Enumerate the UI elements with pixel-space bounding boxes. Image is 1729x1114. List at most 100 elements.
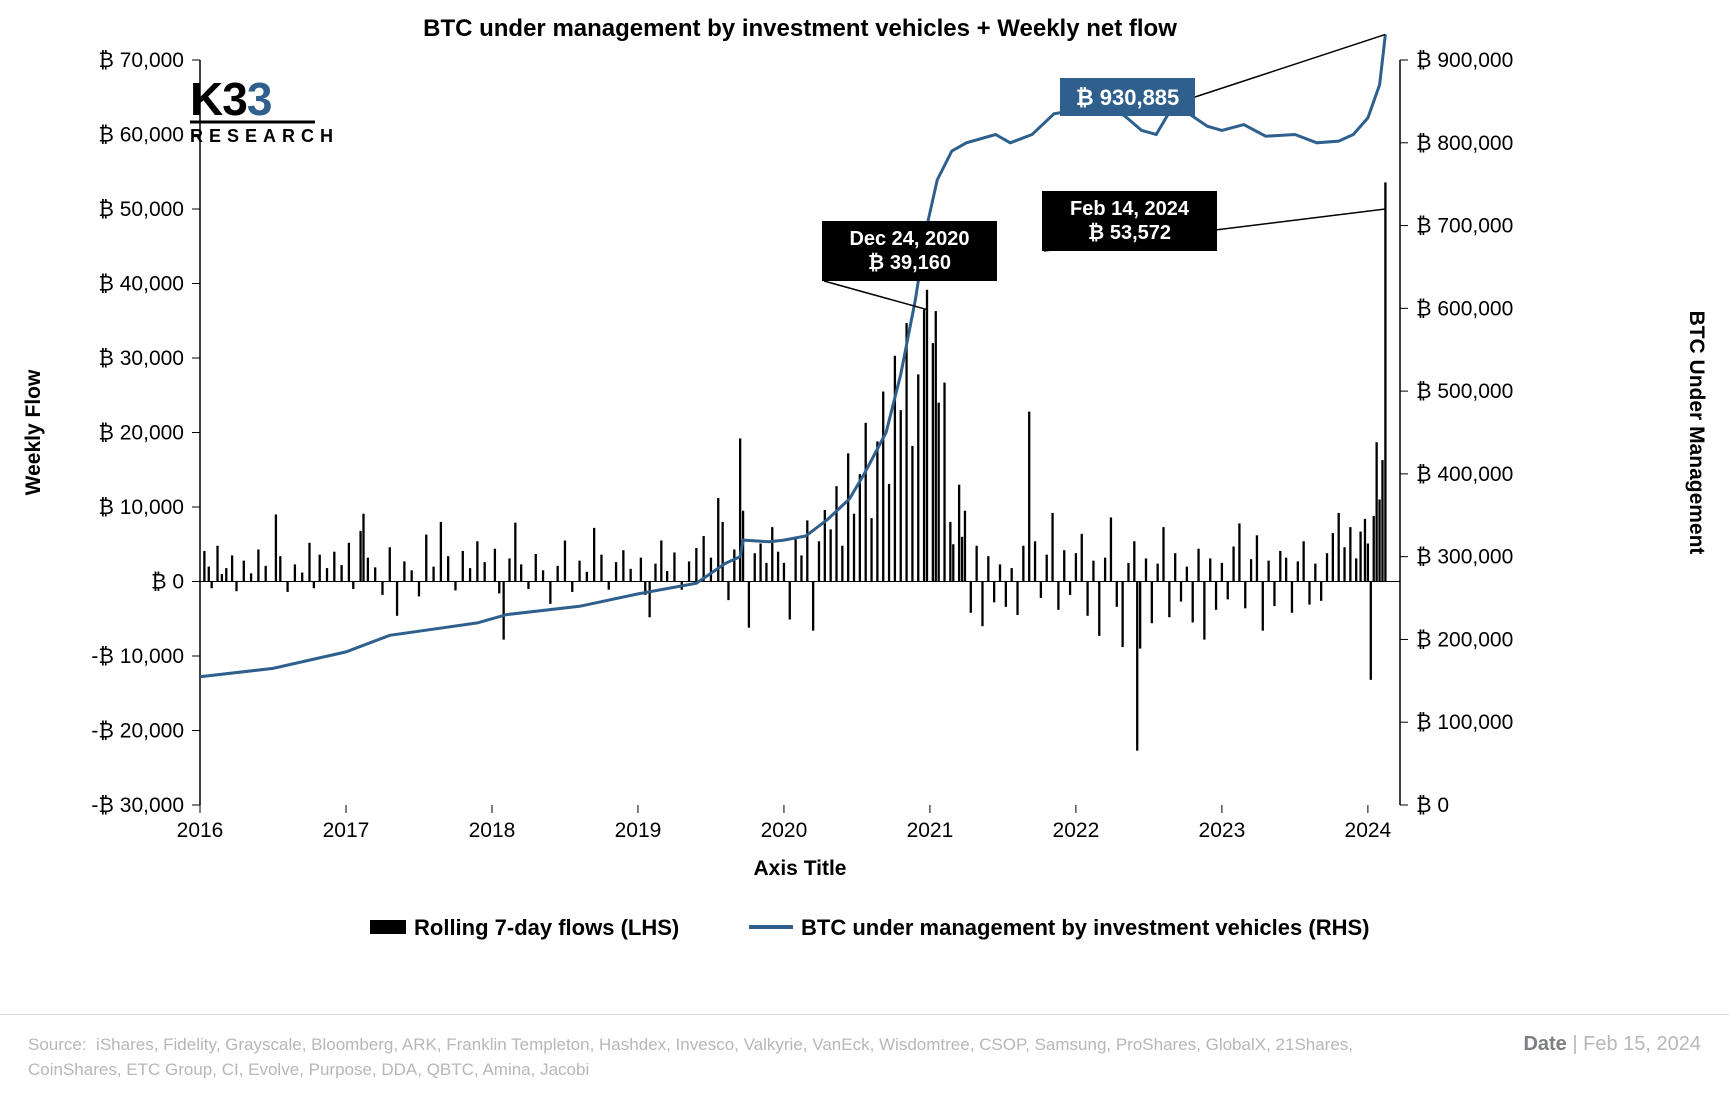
flow-bar: [981, 582, 983, 627]
y-left-tick-label: ₿ 20,000: [98, 422, 184, 445]
flow-bar: [374, 567, 376, 581]
callout-value: ₿ 39,160: [868, 252, 951, 274]
flow-bar: [411, 570, 413, 581]
flow-bar: [340, 565, 342, 581]
flow-bar: [818, 541, 820, 581]
flow-bar: [1075, 553, 1077, 581]
flow-bar: [1151, 582, 1153, 624]
flow-bar: [841, 546, 843, 582]
flow-bar: [286, 582, 288, 592]
flow-bar: [958, 485, 960, 582]
flow-bar: [748, 582, 750, 628]
flow-bar: [888, 484, 890, 582]
flow-bar: [1133, 541, 1135, 581]
flow-bar: [615, 562, 617, 581]
flow-bar: [549, 582, 551, 604]
flow-bar: [502, 582, 504, 640]
flow-bar: [964, 511, 966, 582]
flow-bar: [1378, 500, 1380, 582]
aum-line: [200, 34, 1385, 676]
footer-date-sep: |: [1572, 1033, 1583, 1055]
flow-bar: [494, 549, 496, 582]
flow-bar: [1326, 553, 1328, 581]
y-right-tick-label: ₿ 100,000: [1416, 711, 1513, 734]
y-right-tick-label: ₿ 700,000: [1416, 215, 1513, 238]
flow-bar: [1332, 533, 1334, 581]
flow-bar: [1320, 582, 1322, 601]
flow-bar: [870, 518, 872, 581]
flow-bar: [1267, 561, 1269, 582]
flow-bar: [333, 552, 335, 582]
y-left-tick-label: ₿ 30,000: [98, 347, 184, 370]
flow-bar: [1086, 582, 1088, 616]
flow-bar: [1011, 568, 1013, 581]
flow-bar: [666, 571, 668, 581]
flow-bar: [835, 486, 837, 581]
flow-bar: [987, 556, 989, 581]
x-tick-label: 2016: [177, 819, 224, 842]
x-tick-label: 2022: [1053, 819, 1100, 842]
flow-bar: [1203, 582, 1205, 640]
flow-bar: [1157, 564, 1159, 582]
flow-bar: [564, 541, 566, 582]
flow-bar: [484, 562, 486, 581]
flow-bar: [1364, 519, 1366, 582]
flow-bar: [476, 541, 478, 581]
flow-bar: [1110, 517, 1112, 581]
flow-bar: [359, 531, 361, 582]
flow-bar: [695, 548, 697, 582]
flow-bar: [759, 544, 761, 582]
flow-bar: [1227, 582, 1229, 600]
flow-bar: [440, 522, 442, 582]
flow-bar: [362, 514, 364, 582]
flow-bar: [1051, 513, 1053, 582]
flow-bar: [1370, 582, 1372, 680]
flow-bar: [622, 550, 624, 581]
flow-bar: [1057, 582, 1059, 610]
y-left-tick-label: ₿ 0: [151, 571, 184, 594]
flow-bar: [1116, 582, 1118, 607]
chart-svg: BTC under management by investment vehic…: [0, 0, 1729, 970]
flow-bar: [571, 582, 573, 592]
flow-bar: [1232, 546, 1234, 581]
flow-bar: [535, 554, 537, 582]
flow-bar: [1314, 564, 1316, 582]
flow-bar: [1192, 582, 1194, 623]
legend-swatch-bar: [370, 920, 406, 934]
flow-bar: [923, 310, 925, 582]
x-tick-label: 2020: [761, 819, 808, 842]
flow-bar: [999, 564, 1001, 581]
x-axis-title: Axis Title: [754, 857, 847, 880]
callout-date: Feb 14, 2024: [1070, 198, 1190, 220]
logo-main: K33: [190, 73, 271, 125]
flow-bar: [1273, 582, 1275, 607]
flow-bar: [396, 582, 398, 616]
flow-bar: [203, 551, 205, 582]
flow-bar: [630, 569, 632, 582]
footer-source-text: iShares, Fidelity, Grayscale, Bloomberg,…: [28, 1035, 1353, 1079]
flow-bar: [211, 582, 213, 589]
flow-bar: [389, 547, 391, 581]
flow-bar: [911, 446, 913, 582]
flow-bar: [1186, 567, 1188, 582]
flow-bar: [1034, 541, 1036, 581]
flow-bar: [520, 564, 522, 581]
flow-bar: [1256, 535, 1258, 581]
flow-bar: [1338, 513, 1340, 582]
flow-bar: [279, 556, 281, 581]
flow-bar: [938, 403, 940, 582]
flow-bar: [1302, 541, 1304, 581]
flow-bar: [1063, 550, 1065, 581]
flow-bar: [926, 290, 928, 582]
x-tick-label: 2023: [1199, 819, 1246, 842]
flow-bar: [454, 582, 456, 591]
flow-bar: [1174, 553, 1176, 581]
flow-bar: [418, 582, 420, 597]
flow-bar: [600, 555, 602, 582]
x-tick-label: 2018: [469, 819, 516, 842]
flow-bar: [381, 582, 383, 595]
chart-area: BTC under management by investment vehic…: [0, 0, 1729, 970]
flow-bar: [727, 582, 729, 601]
flow-bar: [853, 514, 855, 582]
flow-bar: [225, 568, 227, 581]
